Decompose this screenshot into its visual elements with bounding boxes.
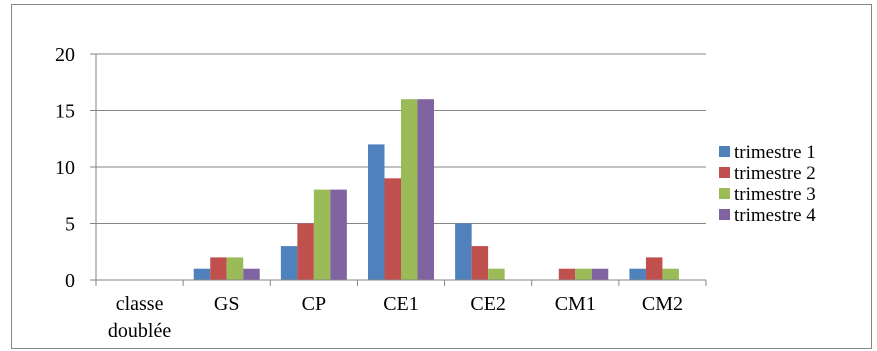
- bars: [193, 99, 679, 280]
- bar: [401, 99, 418, 280]
- x-tick-label: CE1: [383, 293, 419, 315]
- bar: [645, 257, 663, 280]
- y-tick-label: 10: [55, 157, 75, 179]
- bar: [629, 268, 646, 280]
- bar: [210, 257, 227, 280]
- legend-label: trimestre 4: [734, 205, 816, 226]
- x-tick-label: CM1: [555, 293, 596, 315]
- bar: [471, 246, 489, 280]
- bar: [662, 268, 679, 280]
- y-tick-label: 15: [55, 101, 75, 123]
- legend-swatch: [719, 167, 730, 178]
- bar: [488, 268, 505, 280]
- bar: [384, 178, 401, 280]
- legend-label: trimestre 3: [734, 184, 816, 205]
- legend-swatch: [719, 188, 730, 199]
- bar: [280, 246, 298, 280]
- y-tick-label: 5: [65, 214, 75, 236]
- legend-label: trimestre 1: [734, 142, 816, 163]
- x-tick-label: GS: [214, 293, 240, 315]
- axes: [90, 53, 707, 286]
- x-tick-label: CE2: [470, 293, 506, 315]
- x-tick-label: classe doublée: [108, 293, 171, 342]
- y-tick-labels: 0 5 10 15 20: [55, 44, 75, 292]
- bar: [575, 268, 592, 280]
- bar: [193, 268, 211, 280]
- bar: [368, 144, 385, 280]
- legend-swatch: [719, 209, 730, 220]
- bar: [417, 99, 434, 280]
- x-tick-label: CM2: [642, 293, 683, 315]
- legend-label: trimestre 2: [734, 163, 816, 184]
- bar: [226, 257, 244, 280]
- bar: [591, 268, 609, 280]
- x-tick-label: CP: [302, 293, 326, 315]
- bar: [330, 189, 347, 280]
- bar: [455, 223, 472, 280]
- y-tick-label: 20: [55, 44, 75, 66]
- bar: [297, 223, 314, 280]
- y-tick-label: 0: [65, 270, 75, 292]
- legend-swatch: [719, 146, 730, 157]
- bar: [313, 189, 331, 280]
- x-tick-labels: classe doublée GS CP CE1 CE2 CM1 CM2: [108, 293, 683, 342]
- bar: [558, 268, 576, 280]
- bar: [243, 268, 260, 280]
